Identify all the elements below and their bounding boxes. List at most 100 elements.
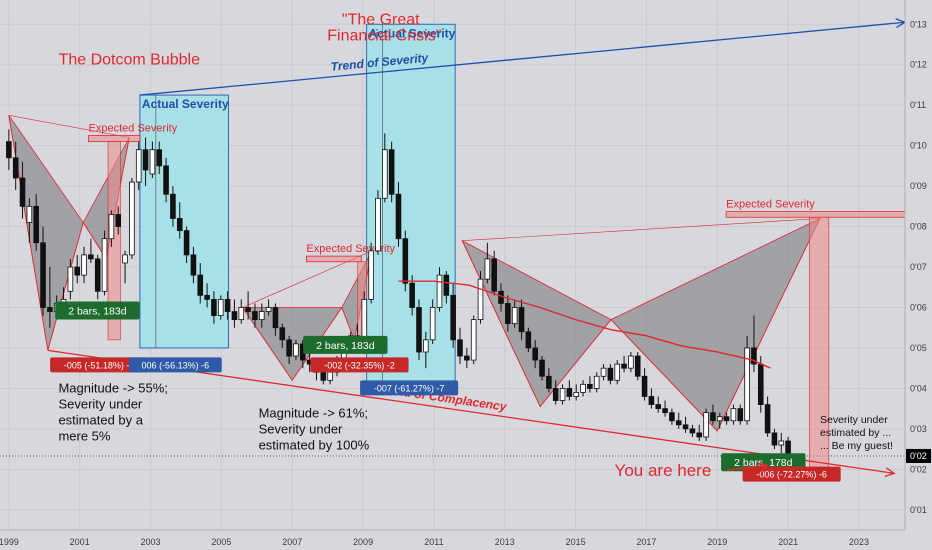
candle-body bbox=[170, 193, 176, 219]
y-tick-label: 0'08 bbox=[910, 222, 927, 232]
candle-body bbox=[450, 294, 456, 341]
candle-body bbox=[477, 278, 484, 321]
expected-severity-label: Expected Severity bbox=[306, 243, 395, 255]
candle-body bbox=[81, 254, 87, 276]
x-tick-label: 2005 bbox=[211, 537, 231, 547]
candle-body bbox=[778, 440, 785, 446]
last-price-label: 0'02 bbox=[910, 451, 927, 461]
candle-body bbox=[532, 347, 538, 361]
candle-body bbox=[149, 149, 156, 175]
candle-body bbox=[19, 177, 26, 207]
candle-body bbox=[129, 181, 135, 256]
y-tick-label: 0'13 bbox=[910, 19, 927, 29]
last-price-tag bbox=[906, 448, 931, 463]
pct-change-label: -007 (-61.27%) -7 bbox=[374, 383, 445, 393]
candle-body bbox=[416, 307, 422, 353]
x-tick-label: 2007 bbox=[282, 537, 302, 547]
severity-zone-label: Actual Severity bbox=[369, 26, 456, 40]
harmonic-patterns bbox=[8, 115, 821, 432]
note-line: Magnitude -> 55%; bbox=[58, 380, 167, 395]
candle-body bbox=[402, 238, 409, 284]
pct-change-box bbox=[50, 357, 149, 373]
x-tick-label: 2001 bbox=[70, 537, 90, 547]
candle-body bbox=[388, 149, 395, 195]
candle-body bbox=[286, 339, 292, 357]
candle-body bbox=[566, 387, 573, 397]
candle-body bbox=[764, 404, 771, 434]
y-tick-label: 0'04 bbox=[910, 383, 927, 393]
bar-count-label: 2 bars, 183d bbox=[68, 306, 127, 318]
ma-line bbox=[398, 280, 771, 369]
candle-body bbox=[26, 205, 33, 223]
note-line: estimated by ... bbox=[820, 427, 891, 439]
expected-severity-label: Expected Severity bbox=[89, 123, 178, 135]
candle-body bbox=[484, 258, 491, 280]
candle-body bbox=[436, 274, 443, 308]
candle-body bbox=[238, 307, 245, 321]
trend-line bbox=[139, 21, 906, 96]
bar-count-box bbox=[55, 301, 140, 320]
x-tick-label: 2023 bbox=[849, 537, 869, 547]
candle-body bbox=[771, 432, 778, 446]
candle-body bbox=[580, 383, 586, 393]
y-tick-label: 0'09 bbox=[910, 181, 927, 191]
candle-body bbox=[464, 355, 470, 361]
candle-body bbox=[621, 363, 627, 369]
candle-body bbox=[409, 282, 415, 308]
y-tick-label: 0'10 bbox=[910, 141, 927, 151]
candle-body bbox=[265, 307, 272, 312]
candle-body bbox=[573, 392, 580, 397]
candle-body bbox=[156, 149, 163, 167]
candle-body bbox=[88, 254, 94, 260]
candle-body bbox=[703, 412, 709, 438]
candle-body bbox=[546, 375, 552, 389]
candle-body bbox=[204, 294, 210, 300]
candle-body bbox=[361, 298, 368, 341]
candle-body bbox=[108, 214, 115, 240]
bar-count-box bbox=[303, 335, 388, 354]
candle-body bbox=[12, 157, 19, 179]
candle-body bbox=[252, 311, 258, 321]
candle-body bbox=[395, 193, 402, 240]
candle-body bbox=[641, 375, 648, 397]
candle-body bbox=[491, 258, 497, 292]
candle-body bbox=[669, 412, 675, 422]
expected-severity-band bbox=[305, 255, 362, 263]
candle-body bbox=[648, 396, 655, 405]
candle-body bbox=[211, 298, 217, 316]
candle-body bbox=[552, 387, 559, 401]
pct-change-box bbox=[128, 357, 222, 373]
candle-body bbox=[217, 298, 224, 316]
note-line: Severity under bbox=[820, 414, 888, 426]
candle-body bbox=[607, 367, 614, 381]
candle-body bbox=[757, 363, 764, 405]
candle-body bbox=[176, 218, 183, 232]
candle-body bbox=[101, 238, 108, 292]
x-tick-label: 2019 bbox=[707, 537, 727, 547]
note-line: Severity under bbox=[58, 396, 142, 411]
candle-body bbox=[723, 416, 730, 422]
candle-body bbox=[67, 266, 74, 292]
candle-body bbox=[593, 375, 600, 389]
candle-body bbox=[443, 274, 450, 296]
candle-body bbox=[33, 205, 39, 244]
bar-count-label: 2 bars, 178d bbox=[734, 457, 793, 469]
y-tick-label: 0'05 bbox=[910, 343, 927, 353]
candle-body bbox=[682, 424, 689, 430]
moving-average bbox=[398, 280, 771, 369]
candle-body bbox=[190, 254, 197, 276]
x-tick-label: 2011 bbox=[424, 537, 443, 547]
x-tick-label: 2015 bbox=[566, 537, 586, 547]
pct-change-label: -002 (-32.35%) -2 bbox=[324, 360, 395, 370]
candle-body bbox=[744, 347, 750, 422]
y-tick-label: 0'07 bbox=[910, 262, 927, 272]
candle-body bbox=[675, 420, 682, 426]
candle-body bbox=[429, 307, 436, 341]
candle-body bbox=[689, 428, 696, 434]
expected-severity-label: Expected Severity bbox=[726, 199, 815, 211]
harmonic-xd-line bbox=[462, 218, 821, 242]
severity-zone-label: Actual Severity bbox=[142, 97, 229, 111]
